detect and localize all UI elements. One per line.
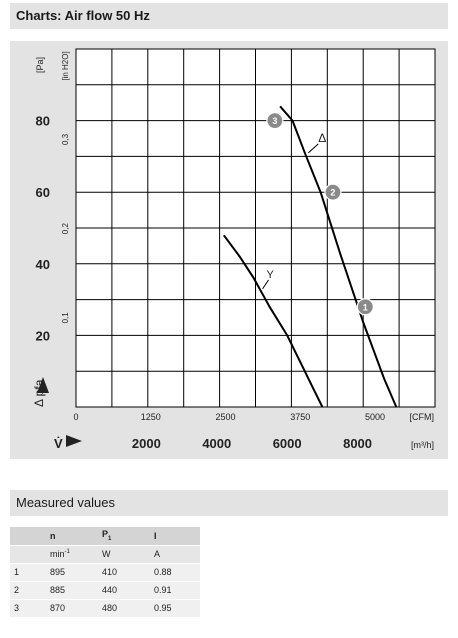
x-unit-m3h: [m³/h]	[411, 440, 434, 450]
x-tick-label-m3h: 4000	[202, 436, 231, 451]
y-unit-inh2o: [in H2O]	[61, 51, 70, 80]
row-i: 0.95	[150, 599, 200, 618]
x-tick-label-m3h: 2000	[132, 436, 161, 451]
operating-point	[266, 111, 284, 130]
series-label-leader	[307, 143, 319, 154]
unit-cell-n: min-1	[46, 545, 98, 564]
row-n: 885	[46, 581, 98, 600]
table-row: 1 895 410 0.88	[10, 563, 200, 582]
plot-border	[75, 48, 436, 408]
row-n: 870	[46, 599, 98, 618]
row-p: 440	[98, 581, 150, 600]
y-tick-label-inh2o: 0,3	[61, 133, 70, 145]
series-line	[222, 234, 324, 408]
x-axis-arrow-icon	[66, 435, 82, 447]
row-p: 410	[98, 563, 150, 582]
y-unit-pa: [Pa]	[35, 57, 45, 73]
x-tick-label-cfm: 2500	[215, 412, 235, 422]
unit-cell-i: A	[150, 545, 200, 564]
table-row: 3 870 480 0.95	[10, 599, 200, 618]
header-cell-i: I	[150, 527, 200, 546]
y-tick-label-pa: 20	[36, 328, 50, 343]
measured-values-table: n P1 I min-1 W A 1 895 410 0.88 2 885 44…	[10, 527, 200, 618]
row-i: 0.88	[150, 563, 200, 582]
row-index: 2	[10, 581, 46, 600]
header-cell-index	[10, 527, 46, 546]
x-tick-label-m3h: 6000	[273, 436, 302, 451]
series-label: Y	[267, 269, 275, 281]
row-index: 3	[10, 599, 46, 618]
row-p: 480	[98, 599, 150, 618]
x-tick-label-cfm: 1250	[141, 412, 161, 422]
operating-point-label: 3	[272, 116, 277, 126]
x-unit-cfm: [CFM]	[410, 412, 435, 422]
x-tick-label-m3h: 8000	[343, 436, 372, 451]
x-tick-label-cfm: 5000	[365, 412, 385, 422]
row-n: 895	[46, 563, 98, 582]
unit-cell-p: W	[98, 545, 150, 564]
x-axis-title: V̇	[54, 436, 63, 451]
unit-n-sup: -1	[64, 549, 70, 555]
row-i: 0.91	[150, 581, 200, 600]
header-p-main: P	[102, 529, 109, 540]
y-tick-label-inh2o: 0,2	[61, 223, 70, 235]
chart-panel: 20 40 60 80 [Pa] [in H2O] 0,1 0,2 0,3 Δ pfa 0 1250 2…	[10, 41, 448, 459]
row-index: 1	[10, 563, 46, 582]
series-line	[279, 105, 398, 408]
series-label-leader	[262, 279, 269, 290]
header-cell-p1: P1	[98, 527, 150, 546]
operating-point	[356, 298, 374, 316]
x-tick-label-cfm: 0	[73, 412, 78, 422]
header-cell-n: n	[46, 527, 98, 546]
y-tick-label-pa: 60	[36, 185, 50, 200]
series-label: Δ	[318, 131, 326, 145]
y-tick-label-inh2o: 0,1	[61, 312, 70, 324]
y-axis-arrow-icon	[37, 377, 49, 393]
table-units-row: min-1 W A	[10, 545, 200, 564]
operating-point-label: 2	[330, 188, 335, 198]
table-row: 2 885 440 0.91	[10, 581, 200, 600]
operating-point-label: 1	[363, 302, 368, 312]
x-tick-label-cfm: 3750	[290, 412, 310, 422]
chart-section-title: Charts: Air flow 50 Hz	[16, 8, 150, 23]
chart-section-header: Charts: Air flow 50 Hz	[10, 3, 448, 29]
y-tick-label-pa: 80	[36, 114, 50, 129]
unit-n-main: min	[50, 549, 65, 559]
unit-cell-index	[10, 545, 46, 564]
table-header-row: n P1 I	[10, 527, 200, 546]
measured-values-title: Measured values	[10, 490, 448, 516]
y-tick-label-pa: 40	[36, 257, 50, 272]
header-p-sub: 1	[108, 536, 112, 543]
operating-point	[324, 183, 342, 201]
